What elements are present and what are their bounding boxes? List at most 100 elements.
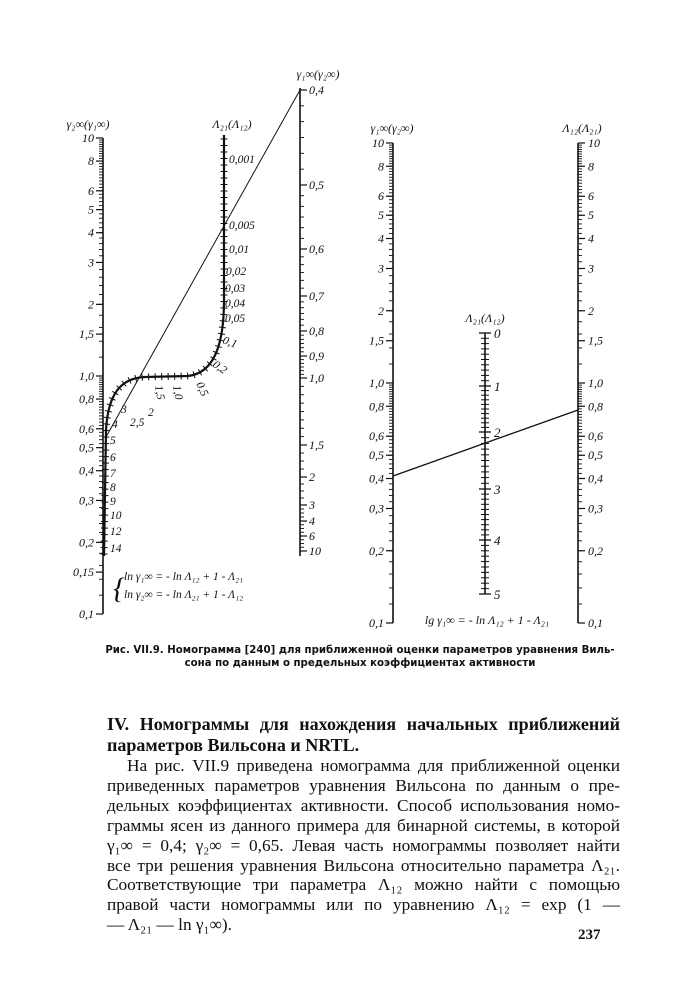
right-gamma-axis-tick-label: 0,6 [309,242,324,256]
right-nomo-gamma-axis-tick-label: 0,4 [369,472,384,486]
lambda-curve-tick-label: 0,03 [225,283,245,295]
right-gamma-axis-tick-label: 10 [309,544,321,558]
formula-brace: { [113,572,125,605]
lambda-curve-tick-label: 10 [110,510,122,522]
section-heading: IV. Номограммы для нахождения начальных … [107,714,620,756]
lambda-curve-tick [197,368,203,376]
right-nomo-lambda12-axis-tick-label: 0,3 [588,501,603,515]
lambda-curve-tick-label: 12 [110,526,122,538]
right-nomo-gamma-axis-tick-label: 8 [378,159,384,173]
lambda-curve-tick-label: 0,01 [229,244,249,256]
nomogram-figure: γ₂∞(γ₁∞) Λ₂₁(Λ₁₂) γ₁∞(γ₂∞) { ln γ₁∞ = - … [67,67,603,630]
right-nomo-lambda12-axis-tick-label: 1,5 [588,334,603,348]
lambda-curve-tick-label: 0,2 [210,359,229,377]
right-nomo-lambda21-tick-label: 5 [494,587,501,602]
caption-line: Рис. VII.9. Номограмма [240] для приближ… [105,645,615,656]
left-gamma-axis-tick-label: 1,5 [79,327,94,341]
lambda-curve-tick [104,410,112,413]
lambda-curve-tick [218,326,226,329]
lambda-curve-tick-label: 8 [110,482,116,494]
right-nomo-gamma-axis-tick-label: 1,0 [369,376,384,390]
lambda-curve-tick-label: 0,05 [225,313,245,325]
left-gamma-axis-tick-label: 4 [88,226,94,240]
lambda-curve-tick [103,416,111,419]
right-nomo-lambda21-tick-label: 4 [494,533,501,548]
body-line: На рис. VII.9 приведена номограмма для п… [127,756,620,775]
right-gamma-axis-tick-label: 0,8 [309,324,324,338]
right-gamma-axis-tick-label: 0,7 [309,289,325,303]
lambda-curve-tick [206,361,213,367]
lambda-curve-tick [116,385,123,391]
lambda-curve-tick-label: 2,5 [130,417,145,429]
right-nomo-lambda12-axis-tick-label: 4 [588,232,594,246]
lambda-curve-tick-label: 1,0 [170,384,184,400]
lambda-curve-tick [217,332,226,335]
right-nomo-lambda12-axis-tick-label: 0,5 [588,448,603,462]
left-gamma-axis-tick-label: 0,5 [79,441,94,455]
lambda-curve-tick [216,338,224,342]
formula-line-1: ln γ₁∞ = - ln Λ₁₂ + 1 - Λ₂₁ [124,571,243,583]
left-gamma-axis-tick-label: 0,4 [79,464,94,478]
body-line: приведенных параметров уравнения Вильсон… [107,775,620,795]
lambda-curve-tick-label: 4 [112,419,118,431]
lambda-curve-tick [214,344,222,349]
right-nomo-gamma-axis-tick-label: 0,6 [369,429,384,443]
body-line: дельных коэффициентах активности. Способ… [107,795,620,815]
right-nomo-lambda12-axis-tick-label: 2 [588,304,594,318]
lambda-curve-tick [112,390,119,396]
lambda-curve-tick-label: 5 [110,435,116,447]
left-gamma-axis-tick-label: 0,15 [73,565,94,579]
right-nomo-gamma-axis-tick-label: 0,1 [369,616,384,630]
lambda-curve-tick [102,423,110,425]
right-axis-header: γ₁∞(γ₂∞) [297,67,340,81]
right-nomogram: γ₁∞(γ₂∞) Λ₂₁(Λ₁₂) Λ₁₂(Λ₂₁) lg γ₁∞ = - ln… [369,121,603,630]
right-nomo-gamma-axis-tick-label: 10 [372,136,384,150]
right-nomo-gamma-axis-tick-label: 0,2 [369,544,384,558]
lambda-curve-tick-label: 2 [148,407,154,419]
middle-curve-header: Λ₂₁(Λ₁₂) [211,117,251,131]
lambda-curve-tick-label: 0,005 [229,220,255,232]
left-gamma-axis-tick-label: 1,0 [79,369,94,383]
right-nomo-lambda12-axis-tick-label: 6 [588,189,594,203]
right-nomo-gamma-axis-tick-label: 4 [378,232,384,246]
lambda-curve-tick [192,371,196,379]
caption-line: сона по данным о предельных коэффициента… [184,658,536,669]
lambda-curve-tick [108,397,116,401]
body-line: все три решения уравнения Вильсона относ… [107,855,620,875]
left-gamma-axis-tick-label: 8 [88,154,94,168]
lambda-curve-tick-label: 0,1 [221,335,239,351]
right-nomo-lambda12-axis-tick-label: 1,0 [588,376,603,390]
right-nomo-lambda12-axis-tick-label: 0,6 [588,429,603,443]
body-line: правой части номограммы или по уравнению… [107,895,620,915]
left-gamma-axis-tick-label: 10 [82,131,94,145]
right-nomo-lambda21-tick-label: 1 [494,379,501,394]
right-right-axis-header: Λ₁₂(Λ₂₁) [561,121,601,135]
right-gamma-axis-tick-label: 1,0 [309,371,324,385]
right-nomo-lambda21-tick-label: 3 [493,482,501,497]
right-formula: lg γ₁∞ = - ln Λ₁₂ + 1 - Λ₂₁ [425,613,549,627]
left-gamma-axis-tick-label: 0,3 [79,493,94,507]
right-nomo-lambda12-axis-tick-label: 0,1 [588,616,603,630]
right-middle-axis-header: Λ₂₁(Λ₁₂) [464,311,504,325]
right-gamma-axis-tick-label: 1,5 [309,438,324,452]
right-gamma-axis-tick-label: 4 [309,514,315,528]
lambda-curve-tick-label: 7 [110,468,117,480]
lambda-curve-tick-label: 0,02 [226,266,246,278]
right-nomo-lambda12-axis-tick-label: 8 [588,159,594,173]
left-gamma-axis-tick-label: 0,8 [79,392,94,406]
body-line: граммы ясен из данного примера для бинар… [107,815,620,835]
left-gamma-axis-tick-label: 0,6 [79,422,94,436]
lambda-curve-tick-label: 9 [110,496,116,508]
lambda-curve-tick-label: 6 [110,452,116,464]
right-nomo-lambda12-axis-tick-label: 10 [588,136,600,150]
left-gamma-axis-tick-label: 2 [88,297,94,311]
right-nomo-lambda12-axis-tick-label: 0,4 [588,472,603,486]
lambda-curve-tick-label: 0,5 [193,380,210,398]
lambda-curve-tick [219,320,227,322]
left-axis-header: γ₂∞(γ₁∞) [67,117,110,131]
lambda-curve-tick-label: 0,001 [229,154,255,166]
lambda-curve-tick-label: 3 [120,404,127,416]
right-nomo-lambda21-tick-label: 2 [494,425,501,440]
formula-line-2: ln γ₂∞ = - ln Λ₂₁ + 1 - Λ₁₂ [124,589,243,601]
right-gamma-axis-tick-label: 0,4 [309,83,324,97]
